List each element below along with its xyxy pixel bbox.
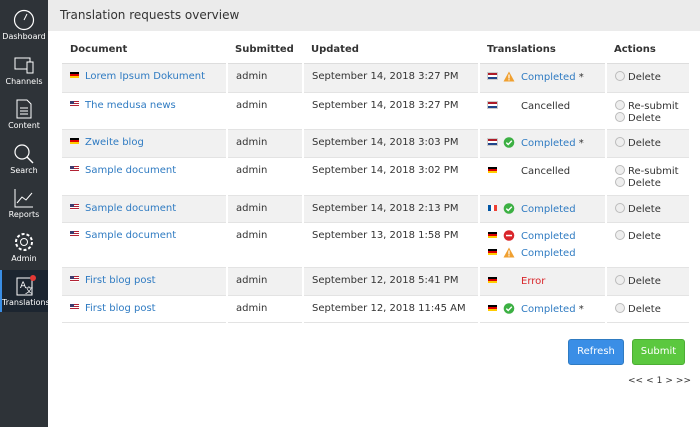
- label: Delete: [628, 276, 661, 287]
- column-header: Actions: [606, 35, 690, 64]
- row: The medusa news admin September 14, 2018…: [62, 92, 691, 130]
- label: Delete: [628, 72, 661, 83]
- row: Lorem Ipsum Dokument admin September 14,…: [62, 63, 691, 93]
- action[interactable]: Delete: [615, 203, 689, 215]
- nav-translations[interactable]: A 文 Translations: [0, 270, 50, 312]
- document-link[interactable]: The medusa news: [85, 100, 176, 111]
- submitted: admin: [227, 157, 304, 196]
- status: Cancelled: [521, 166, 571, 177]
- submitted: admin: [227, 267, 304, 296]
- page-last[interactable]: >>: [675, 376, 692, 386]
- status: Completed: [521, 231, 576, 242]
- nav-label: Content: [8, 121, 40, 130]
- column-header: Updated: [303, 35, 479, 64]
- page-prev[interactable]: <: [646, 376, 654, 386]
- status: Completed: [521, 248, 576, 259]
- document-link[interactable]: Sample document: [85, 203, 177, 214]
- column-header: Document: [62, 35, 227, 64]
- submitted: admin: [227, 63, 304, 93]
- requests-table: Document Submitted Updated Translations Acti…: [62, 35, 691, 323]
- page-number[interactable]: 1: [656, 376, 663, 386]
- action[interactable]: Delete: [615, 230, 689, 242]
- submitted: admin: [227, 195, 304, 223]
- document-link[interactable]: Sample document: [85, 230, 177, 241]
- submit-button[interactable]: Submit: [632, 339, 685, 365]
- row: First blog post admin September 12, 2018…: [62, 295, 691, 323]
- column-header: Translations: [479, 35, 606, 64]
- nav-label: Admin: [11, 254, 37, 263]
- updated: September 14, 2018 2:13 PM: [303, 195, 480, 223]
- status: Error: [521, 276, 546, 287]
- row: Sample document admin September 14, 2018…: [62, 195, 691, 223]
- mark: *: [578, 72, 584, 83]
- label: Delete: [628, 304, 661, 315]
- label: Delete: [628, 178, 661, 189]
- action[interactable]: Delete: [615, 112, 689, 124]
- submitted: admin: [227, 92, 304, 130]
- row: Sample document admin September 13, 2018…: [62, 222, 691, 268]
- row: Sample document admin September 14, 2018…: [62, 157, 691, 196]
- label: Delete: [628, 204, 661, 215]
- column-header: Submitted: [227, 35, 303, 64]
- action[interactable]: Delete: [615, 137, 689, 149]
- nav-label: Translations: [2, 298, 50, 307]
- nav-label: Dashboard: [2, 32, 46, 41]
- status: Completed: [521, 138, 576, 149]
- submitted: admin: [227, 129, 304, 158]
- nav-admin[interactable]: Admin: [0, 226, 48, 270]
- updated: September 14, 2018 3:27 PM: [303, 63, 480, 93]
- action[interactable]: Re-submit: [615, 165, 689, 177]
- status: Completed: [521, 72, 576, 83]
- action[interactable]: Re-submit: [615, 100, 689, 112]
- label: Re-submit: [628, 166, 679, 177]
- updated: September 14, 2018 3:27 PM: [303, 92, 480, 130]
- document-link[interactable]: First blog post: [85, 275, 156, 286]
- document-link[interactable]: Lorem Ipsum Dokument: [85, 71, 206, 82]
- mark: *: [578, 304, 584, 315]
- document-link[interactable]: Zweite blog: [85, 137, 144, 148]
- nav-content[interactable]: Content: [0, 93, 48, 137]
- page-header: Translation requests overview: [48, 0, 700, 31]
- updated: September 14, 2018 3:03 PM: [303, 129, 480, 158]
- document-link[interactable]: Sample document: [85, 165, 177, 176]
- nav-label: Reports: [8, 210, 40, 219]
- nav-channels[interactable]: Channels: [0, 49, 48, 93]
- updated: September 12, 2018 11:45 AM: [303, 295, 480, 323]
- status: Completed: [521, 304, 576, 315]
- updated: September 14, 2018 3:02 PM: [303, 157, 480, 196]
- nav-reports[interactable]: Reports: [0, 182, 48, 226]
- action[interactable]: Delete: [615, 303, 689, 315]
- sidebar: Dashboard Channels Content Search Report…: [0, 0, 50, 427]
- submitted: admin: [227, 295, 304, 323]
- label: Delete: [628, 138, 661, 149]
- row: Zweite blog admin September 14, 2018 3:0…: [62, 129, 691, 158]
- nav-label: Search: [10, 166, 38, 175]
- refresh-button[interactable]: Refresh: [568, 339, 624, 365]
- status: Completed: [521, 204, 576, 215]
- nav-label: Channels: [5, 77, 43, 86]
- page-next[interactable]: >: [665, 376, 673, 386]
- nav-search[interactable]: Search: [0, 138, 48, 182]
- updated: September 13, 2018 1:58 PM: [303, 222, 480, 268]
- updated: September 12, 2018 5:41 PM: [303, 267, 480, 296]
- svg-text:文: 文: [25, 285, 33, 295]
- action[interactable]: Delete: [615, 177, 689, 189]
- document-link[interactable]: First blog post: [85, 303, 156, 314]
- action[interactable]: Delete: [615, 275, 689, 287]
- label: Delete: [628, 113, 661, 124]
- page-first[interactable]: <<: [628, 376, 644, 386]
- mark: *: [578, 138, 584, 149]
- row: First blog post admin September 12, 2018…: [62, 267, 691, 296]
- action[interactable]: Delete: [615, 71, 689, 83]
- svg-text:A: A: [20, 281, 27, 291]
- label: Re-submit: [628, 101, 679, 112]
- pagination: << <1 > >>: [628, 376, 694, 386]
- submitted: admin: [227, 222, 304, 268]
- status: Cancelled: [521, 101, 571, 112]
- header-row: Document Submitted Updated Translations Acti…: [62, 35, 690, 64]
- nav-dashboard[interactable]: Dashboard: [0, 4, 48, 48]
- label: Delete: [628, 231, 661, 242]
